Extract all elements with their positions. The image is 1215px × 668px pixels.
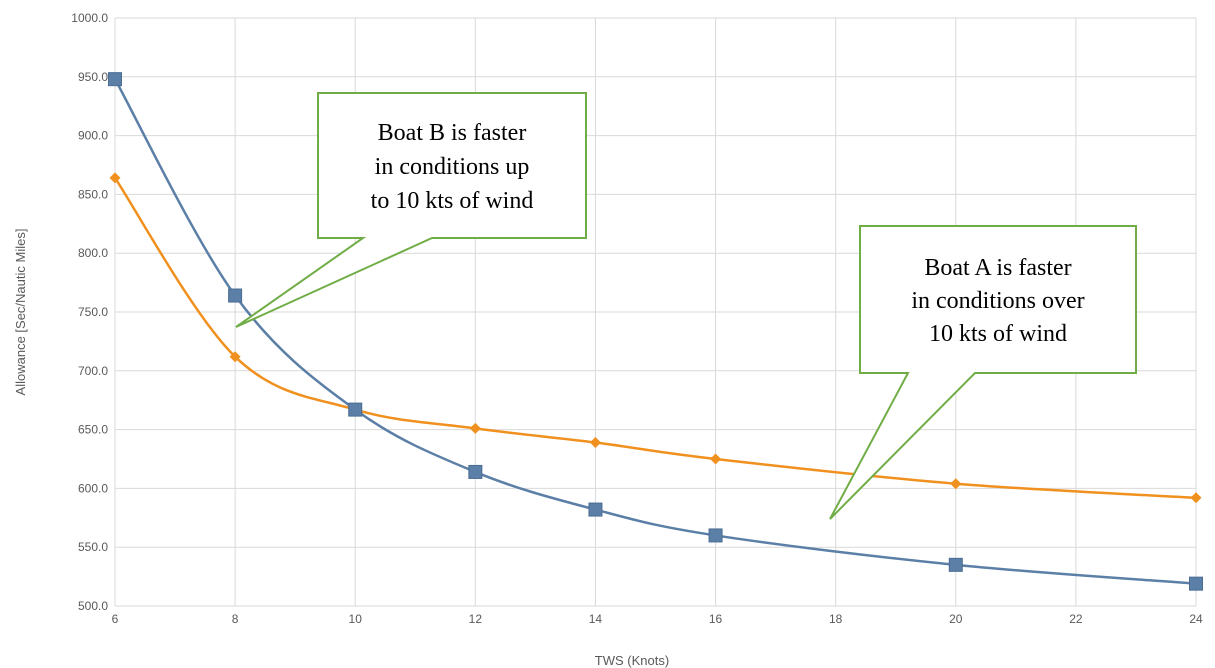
y-tick-label: 700.0 bbox=[78, 364, 108, 378]
y-axis-title: Allowance [Sec/Nautic Miles] bbox=[13, 229, 28, 396]
y-tick-label: 550.0 bbox=[78, 540, 108, 554]
callout-boat-a-line-1: Boat A is faster bbox=[924, 255, 1071, 281]
x-tick-label: 8 bbox=[232, 612, 239, 626]
data-point-square bbox=[108, 72, 122, 87]
y-tick-label: 750.0 bbox=[78, 305, 108, 319]
data-point-square bbox=[708, 528, 723, 543]
data-point-diamond bbox=[109, 172, 121, 184]
data-point-square bbox=[1189, 576, 1203, 591]
callout-boat-b-shape bbox=[235, 92, 587, 328]
x-axis-title: TWS (Knots) bbox=[595, 653, 669, 668]
data-point-diamond bbox=[1190, 492, 1202, 504]
data-point-square bbox=[348, 402, 363, 417]
series-layer bbox=[108, 72, 1203, 591]
x-tick-label: 24 bbox=[1189, 612, 1203, 626]
x-tick-label: 10 bbox=[349, 612, 363, 626]
x-tick-label: 14 bbox=[589, 612, 603, 626]
callout-boat-b-line-3: to 10 kts of wind bbox=[371, 188, 534, 214]
data-point-diamond bbox=[469, 422, 481, 434]
x-tick-label: 20 bbox=[949, 612, 963, 626]
y-tick-label: 650.0 bbox=[78, 423, 108, 437]
callout-boat-b-line-2: in conditions up bbox=[375, 154, 530, 180]
x-tick-label: 6 bbox=[112, 612, 119, 626]
data-point-diamond bbox=[710, 453, 722, 465]
data-point-square bbox=[468, 464, 483, 479]
x-tick-label: 12 bbox=[469, 612, 483, 626]
x-tick-label: 18 bbox=[829, 612, 843, 626]
y-tick-label: 1000.0 bbox=[71, 11, 108, 25]
y-tick-label: 500.0 bbox=[78, 599, 108, 613]
x-axis-ticks: 6 8 10 12 14 16 18 20 22 24 bbox=[112, 612, 1203, 626]
callout-boat-a-line-2: in conditions over bbox=[911, 288, 1084, 314]
y-tick-label: 800.0 bbox=[78, 246, 108, 260]
x-tick-label: 16 bbox=[709, 612, 723, 626]
data-point-diamond bbox=[589, 437, 601, 449]
x-tick-label: 22 bbox=[1069, 612, 1083, 626]
data-point-diamond bbox=[950, 478, 962, 490]
callout-boat-a-line-3: 10 kts of wind bbox=[929, 321, 1067, 347]
y-tick-label: 950.0 bbox=[78, 70, 108, 84]
callout-boat-b-line-1: Boat B is faster bbox=[378, 120, 527, 146]
grid-lines bbox=[114, 17, 1197, 607]
callout-boat-a: Boat A is faster in conditions over 10 k… bbox=[829, 225, 1137, 520]
callout-boat-b: Boat B is faster in conditions up to 10 … bbox=[235, 92, 587, 328]
data-point-square bbox=[588, 502, 603, 517]
y-axis-ticks: 500.0 550.0 600.0 650.0 700.0 750.0 800.0 850.0… bbox=[71, 11, 108, 613]
y-tick-label: 850.0 bbox=[78, 187, 108, 201]
callout-boat-a-shape bbox=[829, 225, 1137, 520]
y-tick-label: 600.0 bbox=[78, 481, 108, 495]
y-tick-label: 900.0 bbox=[78, 129, 108, 143]
data-point-diamond bbox=[229, 351, 241, 363]
data-point-square bbox=[948, 557, 963, 572]
data-point-square bbox=[228, 288, 243, 303]
